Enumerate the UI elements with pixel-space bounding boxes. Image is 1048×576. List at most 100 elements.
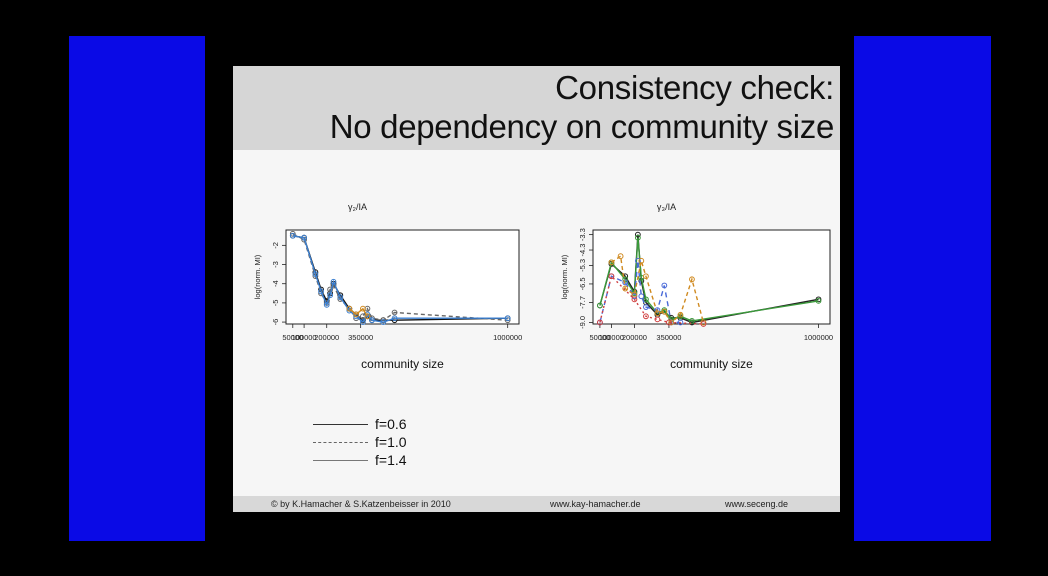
chart-title: γ₃/IA xyxy=(657,202,676,212)
legend-line-1 xyxy=(313,424,368,425)
data-point xyxy=(327,292,334,299)
data-point xyxy=(391,315,398,322)
data-point xyxy=(289,232,296,239)
data-point xyxy=(353,311,360,318)
series-line-4 xyxy=(611,254,705,324)
data-point xyxy=(661,308,668,315)
series-line-2 xyxy=(599,237,819,322)
data-point xyxy=(360,305,366,312)
data-point xyxy=(380,319,387,325)
y-tick-label: -4 xyxy=(271,280,280,287)
y-tick-label: -6 xyxy=(271,319,280,326)
slide-footer: © by K.Hamacher & S.Katzenbeisser in 201… xyxy=(233,496,840,512)
data-point xyxy=(638,257,645,264)
right-blue-frame xyxy=(854,36,991,541)
x-tick-label: 100000 xyxy=(292,333,317,342)
chart-title: γ₂/IA xyxy=(348,202,367,212)
y-tick-label: -4.3 xyxy=(578,244,587,257)
series-line-3 xyxy=(599,260,681,324)
data-point xyxy=(643,313,649,320)
data-point xyxy=(689,276,695,283)
data-point xyxy=(643,273,649,280)
data-point xyxy=(654,316,661,323)
y-tick-label: -6.5 xyxy=(578,277,587,290)
data-point xyxy=(337,294,344,301)
presentation-slide: Consistency check: No dependency on comm… xyxy=(233,66,840,512)
series-line-4 xyxy=(348,307,369,317)
data-point xyxy=(346,305,353,312)
series-line-1 xyxy=(599,234,819,324)
data-point xyxy=(364,313,371,320)
slide-title-line-1: Consistency check: xyxy=(555,69,834,106)
y-axis-label: log(norm. MI) xyxy=(253,254,262,299)
plot-frame xyxy=(592,229,831,325)
x-tick-label: 350000 xyxy=(348,333,373,342)
data-point xyxy=(622,285,629,292)
x-axis-label: community size xyxy=(361,357,444,371)
left-blue-frame xyxy=(69,36,205,541)
legend-item-3: f=1.4 xyxy=(313,452,443,468)
y-axis-label: log(norm. MI) xyxy=(560,254,569,299)
data-point xyxy=(689,318,695,324)
y-tick-label: -2 xyxy=(271,242,280,249)
data-point xyxy=(643,304,649,310)
legend-line-2 xyxy=(313,442,368,443)
data-point xyxy=(638,293,645,300)
footer-copyright: © by K.Hamacher & S.Katzenbeisser in 201… xyxy=(271,499,451,509)
legend-item-2: f=1.0 xyxy=(313,434,443,450)
slide-title-line-2: No dependency on community size xyxy=(329,108,835,145)
y-tick-label: -3 xyxy=(271,261,280,268)
data-point xyxy=(318,288,324,295)
x-tick-label: 200000 xyxy=(314,333,339,342)
data-point xyxy=(312,271,319,278)
y-tick-label: -9.0 xyxy=(578,316,587,329)
data-point xyxy=(634,231,641,238)
data-point xyxy=(364,311,371,318)
x-tick-label: 200000 xyxy=(622,333,647,342)
data-point xyxy=(622,276,629,283)
series-line-3 xyxy=(292,235,508,324)
data-point xyxy=(634,234,641,241)
data-point xyxy=(815,297,822,304)
plot-frame xyxy=(285,229,520,325)
data-point xyxy=(677,319,684,326)
x-tick-label: 100000 xyxy=(599,333,624,342)
data-point xyxy=(631,296,638,303)
footer-link-seceng[interactable]: www.seceng.de xyxy=(725,499,789,509)
data-point xyxy=(608,273,615,280)
data-point xyxy=(504,315,511,322)
data-point xyxy=(323,301,330,308)
data-point xyxy=(677,311,684,318)
data-point xyxy=(643,296,649,303)
data-point xyxy=(666,319,672,326)
data-point xyxy=(369,317,375,324)
data-point xyxy=(634,257,641,264)
data-point xyxy=(668,319,675,326)
x-tick-label: 350000 xyxy=(656,333,681,342)
y-tick-label: -7.7 xyxy=(578,296,587,309)
legend-line-3 xyxy=(313,460,368,461)
data-point xyxy=(608,259,615,266)
series-line-5 xyxy=(599,274,704,325)
legend-label-3: f=1.4 xyxy=(375,452,407,468)
data-point xyxy=(391,309,398,316)
x-axis-label: community size xyxy=(670,357,753,371)
footer-link-hamacher[interactable]: www.kay-hamacher.de xyxy=(550,499,641,509)
data-point xyxy=(301,234,307,241)
data-point xyxy=(622,279,629,286)
legend-label-2: f=1.0 xyxy=(375,434,407,450)
data-point xyxy=(327,286,334,293)
data-point xyxy=(597,302,603,309)
legend-item-1: f=0.6 xyxy=(313,416,443,432)
data-point xyxy=(661,282,668,289)
y-tick-label: -5 xyxy=(271,300,280,307)
data-point xyxy=(617,253,624,260)
legend-label-1: f=0.6 xyxy=(375,416,407,432)
title-band: Consistency check: No dependency on comm… xyxy=(233,66,840,150)
y-tick-label: -3.3 xyxy=(578,228,587,241)
data-point xyxy=(597,319,603,326)
data-point xyxy=(360,319,366,325)
x-tick-label: 50000 xyxy=(589,333,610,342)
